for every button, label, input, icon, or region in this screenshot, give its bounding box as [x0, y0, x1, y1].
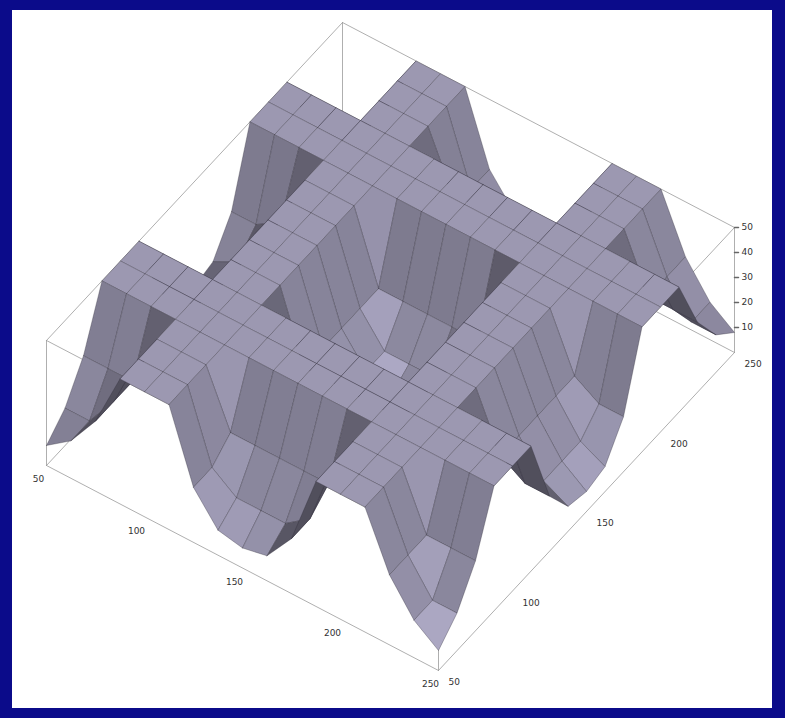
svg-text:150: 150	[597, 518, 614, 528]
svg-text:100: 100	[128, 526, 145, 536]
svg-text:200: 200	[671, 439, 688, 449]
svg-text:50: 50	[33, 474, 45, 484]
svg-text:30: 30	[742, 272, 754, 282]
svg-text:100: 100	[523, 598, 540, 608]
svg-text:20: 20	[742, 297, 754, 307]
svg-text:10: 10	[742, 322, 754, 332]
svg-text:150: 150	[226, 577, 243, 587]
svg-text:250: 250	[422, 679, 439, 689]
svg-text:40: 40	[742, 247, 754, 257]
svg-text:200: 200	[324, 628, 341, 638]
svg-text:50: 50	[742, 222, 754, 232]
svg-text:50: 50	[449, 677, 461, 687]
svg-text:250: 250	[745, 359, 762, 369]
